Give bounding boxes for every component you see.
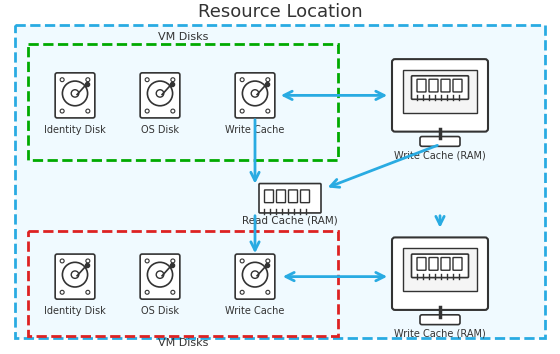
FancyBboxPatch shape (441, 257, 450, 270)
FancyBboxPatch shape (55, 254, 95, 299)
FancyBboxPatch shape (301, 190, 310, 202)
FancyBboxPatch shape (235, 254, 275, 299)
FancyBboxPatch shape (412, 76, 469, 99)
FancyBboxPatch shape (259, 183, 321, 213)
FancyBboxPatch shape (417, 257, 426, 270)
FancyBboxPatch shape (288, 190, 297, 202)
Text: Resource Location: Resource Location (198, 3, 362, 21)
Text: VM Disks: VM Disks (158, 338, 208, 348)
FancyBboxPatch shape (453, 257, 462, 270)
Text: Identity Disk: Identity Disk (44, 306, 106, 316)
FancyBboxPatch shape (140, 73, 180, 118)
Bar (28, 230, 338, 336)
FancyBboxPatch shape (277, 190, 286, 202)
FancyBboxPatch shape (429, 257, 438, 270)
FancyBboxPatch shape (441, 79, 450, 92)
FancyBboxPatch shape (420, 137, 460, 146)
FancyBboxPatch shape (55, 73, 95, 118)
FancyBboxPatch shape (429, 79, 438, 92)
Text: OS Disk: OS Disk (141, 125, 179, 135)
Text: Read Cache (RAM): Read Cache (RAM) (242, 216, 338, 226)
Bar (403, 70, 477, 113)
FancyBboxPatch shape (392, 59, 488, 132)
FancyBboxPatch shape (392, 238, 488, 310)
Text: Write Cache: Write Cache (225, 125, 284, 135)
Text: VM Disks: VM Disks (158, 33, 208, 42)
FancyBboxPatch shape (453, 79, 462, 92)
Text: Write Cache (RAM): Write Cache (RAM) (394, 150, 486, 160)
FancyBboxPatch shape (420, 315, 460, 325)
Text: Write Cache (RAM): Write Cache (RAM) (394, 329, 486, 338)
FancyBboxPatch shape (264, 190, 273, 202)
Text: OS Disk: OS Disk (141, 306, 179, 316)
FancyBboxPatch shape (140, 254, 180, 299)
FancyBboxPatch shape (235, 73, 275, 118)
FancyBboxPatch shape (412, 254, 469, 278)
Bar (403, 248, 477, 291)
Text: Write Cache: Write Cache (225, 306, 284, 316)
FancyBboxPatch shape (417, 79, 426, 92)
Text: Identity Disk: Identity Disk (44, 125, 106, 135)
Bar (28, 45, 338, 160)
